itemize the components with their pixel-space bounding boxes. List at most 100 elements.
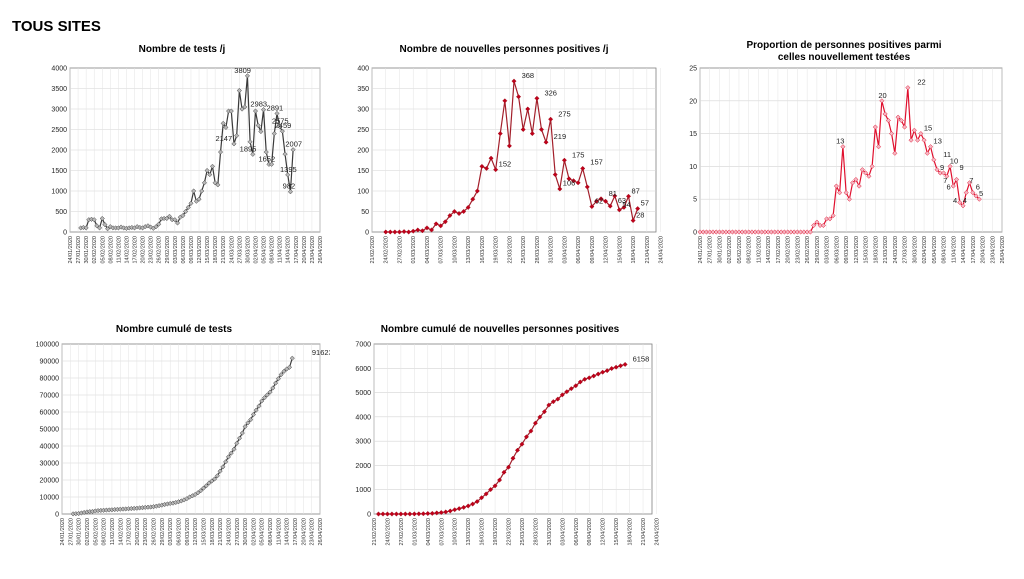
data-point [183,208,189,215]
data-point [434,510,440,516]
data-point [263,149,269,155]
data-point [99,215,105,222]
chart-panel-cumul-positives: Nombre cumulé de nouvelles personnes pos… [336,318,664,574]
y-tick-label: 1000 [51,189,67,196]
data-point [570,178,577,184]
data-point [908,137,914,143]
x-tick-label: 27/01/2020 [708,236,714,264]
data-point [559,392,565,398]
data-label: 13 [836,137,844,146]
data-point [541,409,547,415]
data-point [885,117,891,124]
data-point [375,511,382,517]
data-point [231,446,237,452]
data-point [573,383,579,389]
series-line [700,87,980,233]
x-tick-label: 14/04/2020 [961,236,967,264]
x-tick-label: 21/02/2020 [372,518,378,546]
data-label: 175 [572,150,585,159]
x-tick-label: 21/03/2020 [883,236,889,264]
x-tick-label: 21/04/2020 [645,236,651,264]
data-point [483,491,489,497]
data-point [215,182,221,188]
x-tick-label: 14/02/2020 [124,236,130,264]
data-point [595,371,601,377]
y-tick-label: 70000 [40,393,60,400]
data-point [236,435,243,441]
chart-title: Nombre cumulé de nouvelles personnes pos… [381,324,620,335]
y-tick-label: 3000 [355,439,371,446]
data-point [483,165,490,172]
data-point [612,193,618,199]
data-point [853,176,859,183]
data-point [236,87,242,94]
y-tick-label: 50 [361,209,369,216]
x-tick-label: 05/02/2020 [100,236,106,264]
data-point [256,403,262,409]
data-point [447,508,453,514]
data-point [410,228,416,234]
data-point [465,503,471,509]
data-point [892,150,898,156]
data-point [396,229,403,235]
x-tick-label: 07/03/2020 [439,236,445,264]
data-point [223,459,229,465]
data-label: 81 [609,189,617,198]
data-point [212,476,218,482]
y-tick-label: 10 [689,164,697,171]
y-tick-label: 20000 [40,478,60,485]
x-tick-label: 17/04/2020 [294,236,300,264]
x-tick-label: 12/04/2020 [604,236,610,264]
chart-title-line: Proportion de personnes positives parmi [746,40,941,51]
x-tick-label: 23/04/2020 [310,518,316,546]
x-tick-label: 13/03/2020 [466,518,472,546]
data-point [497,131,503,137]
data-point [548,116,554,122]
data-point [525,106,531,112]
data-point [261,395,268,401]
y-tick-label: 10000 [40,495,60,502]
data-point [902,124,908,130]
x-tick-label: 06/04/2020 [576,236,582,264]
data-point [561,157,567,163]
x-tick-label: 27/03/2020 [903,236,909,264]
data-label: 54 [622,200,630,209]
x-tick-label: 02/02/2020 [727,236,733,264]
data-label: 28 [636,211,644,220]
x-tick-label: 04/03/2020 [425,236,431,264]
data-point [889,131,895,137]
data-point [564,389,570,395]
data-point [223,124,229,131]
data-point [260,107,267,113]
data-point [247,139,253,145]
data-point [465,204,471,210]
x-tick-label: 24/03/2020 [226,518,232,546]
data-label: 2147 [215,134,232,143]
data-point [91,217,97,223]
x-tick-label: 18/03/2020 [213,236,219,264]
data-point [589,204,595,210]
x-tick-label: 15/04/2020 [617,236,623,264]
data-point [195,490,201,496]
x-tick-label: 12/04/2020 [601,518,607,546]
data-point [273,380,279,386]
x-tick-label: 22/03/2020 [507,236,513,264]
data-point [928,144,934,150]
data-label: 87 [632,186,640,195]
data-point [586,375,592,381]
y-tick-label: 1500 [51,168,67,175]
x-tick-label: 30/01/2020 [717,236,723,264]
data-point [947,163,953,169]
data-point [876,144,882,150]
data-point [630,217,636,224]
x-tick-label: 11/04/2020 [278,236,284,263]
data-label: 368 [522,71,535,80]
x-tick-label: 06/03/2020 [177,518,183,546]
data-point [505,464,512,470]
data-point [384,511,391,517]
chart-title: Proportion de personnes positives parmi c… [746,40,941,63]
data-point [153,224,159,230]
data-point [584,184,590,190]
x-tick-label: 03/04/2020 [560,518,566,546]
data-point [220,464,226,470]
